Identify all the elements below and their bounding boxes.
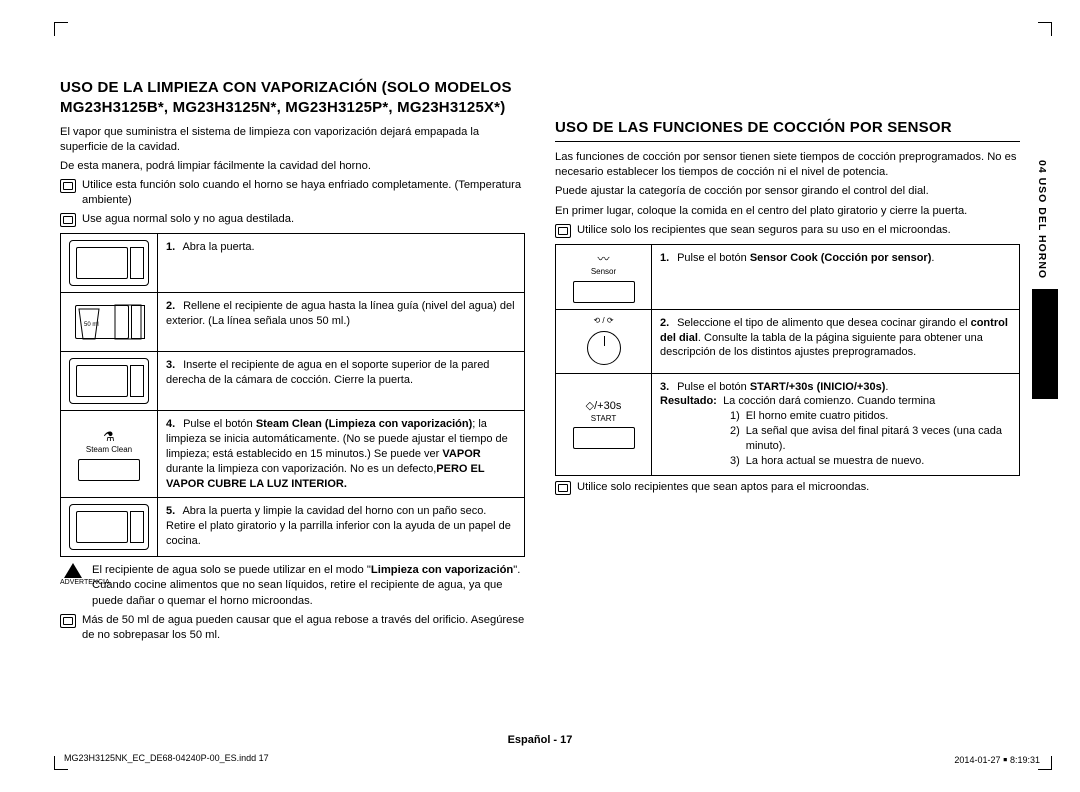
illus-wipe — [69, 504, 149, 550]
sensor-label: Sensor — [573, 267, 635, 278]
step4-bold-2: VAPOR — [442, 448, 480, 460]
note-cooldown: Utilice esta función solo cuando el horn… — [60, 178, 525, 208]
sstep2-a: Seleccione el tipo de alimento que desea… — [677, 317, 967, 329]
heading-sensor: USO DE LAS FUNCIONES DE COCCIÓN POR SENS… — [555, 118, 1020, 142]
right-column: USO DE LAS FUNCIONES DE COCCIÓN POR SENS… — [555, 78, 1020, 647]
sensor-button-illus: 〰 Sensor — [573, 251, 635, 303]
footer-lang: Español - 17 — [508, 734, 573, 746]
vapor-intro-2: De esta manera, podrá limpiar fácilmente… — [60, 159, 525, 174]
print-timestamp: 2014-01-27 ￭ 8:19:31 — [954, 753, 1040, 766]
step2-text: Rellene el recipiente de agua hasta la l… — [166, 300, 515, 327]
note-safe2-text: Utilice solo recipientes que sean aptos … — [577, 480, 869, 495]
warn-text-a: El recipiente de agua solo se puede util… — [92, 564, 371, 576]
warning-row: ADVERTENCIA El recipiente de agua solo s… — [60, 563, 525, 608]
sstep1-a: Pulse el botón — [677, 252, 747, 264]
illus-fill-water: 50 ml — [69, 299, 149, 345]
illus-insert-cup — [69, 358, 149, 404]
note-safe-containers: Utilice solo los recipientes que sean se… — [555, 223, 1020, 238]
note-icon — [555, 481, 571, 495]
sensor-steps-table: 〰 Sensor 1. Pulse el botón Sensor Cook (… — [555, 244, 1020, 476]
step1-text: Abra la puerta. — [182, 241, 254, 253]
warn-text-c: Cuando cocine alimentos que no sean líqu… — [92, 578, 525, 608]
side-tab-label: 04 USO DEL HORNO — [1032, 150, 1052, 289]
svg-text:50 ml: 50 ml — [84, 322, 99, 328]
note-icon — [555, 224, 571, 238]
step3-text: Inserte el recipiente de agua en el sopo… — [166, 359, 489, 386]
note-safe-text: Utilice solo los recipientes que sean se… — [577, 223, 951, 238]
sstep3-b: START/+30s (INICIO/+30s) — [750, 381, 886, 393]
crop-mark — [1038, 756, 1052, 770]
illus-open-door — [69, 240, 149, 286]
crop-mark — [54, 22, 68, 36]
result-label: Resultado: — [660, 395, 717, 407]
start-button-illus: ◇/+30s START — [573, 399, 635, 450]
note-overflow: Más de 50 ml de agua pueden causar que e… — [60, 613, 525, 643]
warn-bold: Limpieza con vaporización — [371, 564, 513, 576]
note-icon — [60, 179, 76, 193]
step5-text: Abra la puerta y limpie la cavidad del h… — [166, 505, 511, 547]
sstep3-a: Pulse el botón — [677, 381, 747, 393]
vapor-intro-1: El vapor que suministra el sistema de li… — [60, 125, 525, 155]
manual-page: 04 USO DEL HORNO USO DE LA LIMPIEZA CON … — [0, 0, 1080, 792]
note-water-text: Use agua normal solo y no agua destilada… — [82, 212, 294, 227]
note-water: Use agua normal solo y no agua destilada… — [60, 212, 525, 227]
note-cooldown-text: Utilice esta función solo cuando el horn… — [82, 178, 525, 208]
left-column: USO DE LA LIMPIEZA CON VAPORIZACIÓN (SOL… — [60, 78, 525, 647]
print-footer: MG23H3125NK_EC_DE68-04240P-00_ES.indd 17… — [64, 753, 1040, 766]
step4-text-e: durante la limpieza con vaporización. No… — [166, 463, 436, 475]
res1: El horno emite cuatro pitidos. — [746, 409, 888, 424]
sensor-intro-2: Puede ajustar la categoría de cocción po… — [555, 184, 1020, 199]
note-icon — [60, 213, 76, 227]
res3: La hora actual se muestra de nuevo. — [746, 454, 925, 469]
note-safe-2: Utilice solo recipientes que sean aptos … — [555, 480, 1020, 495]
side-tab-black-bar — [1032, 289, 1058, 399]
step4-text-a: Pulse el botón — [183, 418, 253, 430]
sstep1-b: Sensor Cook (Cocción por sensor) — [750, 252, 932, 264]
start-label: START — [573, 414, 635, 425]
warning-label: ADVERTENCIA — [60, 578, 86, 587]
sstep3-c: La cocción dará comienzo. Cuando termina — [723, 395, 935, 407]
vapor-steps-table: 1. Abra la puerta. 50 ml 2. Rellene el r… — [60, 233, 525, 557]
indd-filename: MG23H3125NK_EC_DE68-04240P-00_ES.indd 17 — [64, 753, 269, 766]
note-overflow-text: Más de 50 ml de agua pueden causar que e… — [82, 613, 525, 643]
crop-mark — [1038, 22, 1052, 36]
res2: La señal que avisa del final pitará 3 ve… — [746, 424, 1011, 454]
note-icon — [60, 614, 76, 628]
steam-clean-label: Steam Clean — [78, 445, 140, 456]
side-tab: 04 USO DEL HORNO — [1032, 150, 1058, 399]
cup-icon: 50 ml — [69, 299, 149, 345]
steam-clean-button-illus: ⚗ Steam Clean — [78, 428, 140, 481]
dial-illus: ⟲ / ⟳ — [573, 316, 635, 365]
heading-vapor: USO DE LA LIMPIEZA CON VAPORIZACIÓN (SOL… — [60, 78, 525, 119]
warning-icon: ADVERTENCIA — [60, 563, 86, 587]
page-footer: Español - 17 — [0, 734, 1080, 746]
sensor-intro-1: Las funciones de cocción por sensor tien… — [555, 150, 1020, 180]
sstep2-c: . Consulte la tabla de la página siguien… — [660, 332, 983, 359]
step4-bold-1: Steam Clean (Limpieza con vaporización) — [256, 418, 472, 430]
sensor-intro-3: En primer lugar, coloque la comida en el… — [555, 204, 1020, 219]
